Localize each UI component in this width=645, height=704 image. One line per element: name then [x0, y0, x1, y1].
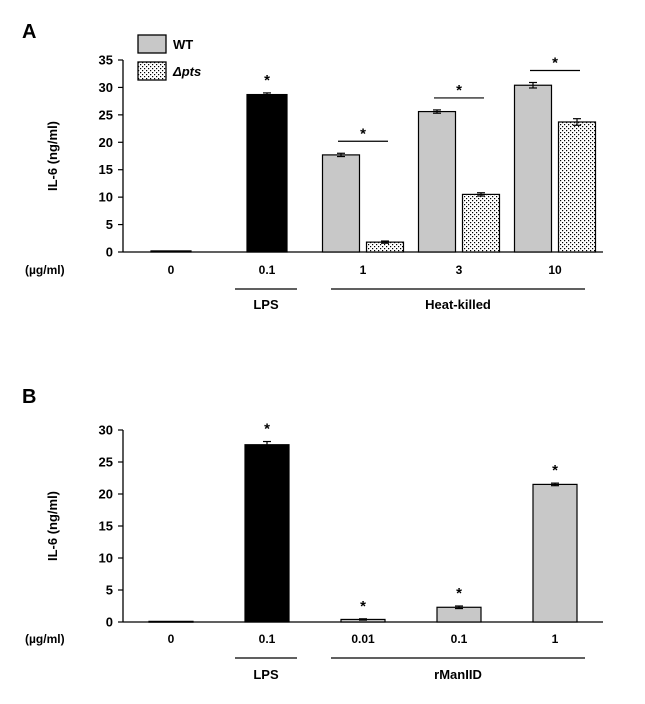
y-tick-label: 25: [99, 107, 113, 122]
panel-letter: A: [22, 21, 36, 43]
y-tick-label: 0: [106, 615, 113, 630]
significance-star: *: [360, 125, 366, 142]
y-tick-label: 15: [99, 519, 113, 534]
x-unit-label: (µg/ml): [25, 263, 65, 277]
bar: [532, 483, 578, 623]
legend: WT Δpts: [137, 34, 201, 81]
bar: [244, 444, 290, 623]
significance-star: *: [456, 82, 462, 99]
x-tick-label: 0: [168, 263, 175, 277]
legend-label-dpts: Δpts: [172, 64, 201, 79]
y-tick-label: 0: [106, 245, 113, 260]
x-tick-label: 1: [360, 263, 367, 277]
x-tick-label: 0: [168, 632, 175, 646]
bar: [557, 121, 597, 253]
group-label: Heat-killed: [425, 297, 491, 312]
x-tick-label: 0.01: [351, 632, 375, 646]
y-tick-label: 5: [106, 583, 113, 598]
y-tick-label: 20: [99, 135, 113, 150]
y-tick-label: 10: [99, 551, 113, 566]
y-axis-title: IL-6 (ng/ml): [45, 121, 60, 191]
bar: [150, 250, 192, 253]
group-label: LPS: [253, 297, 279, 312]
x-tick-label: 10: [548, 263, 562, 277]
y-tick-label: 25: [99, 455, 113, 470]
panel-b: B 0 5 10 15 20 25 30 IL-6 (ng/ml) (µg/ml) 0 0.1 0.01…: [22, 386, 603, 682]
y-tick-label: 15: [99, 162, 113, 177]
x-tick-label: 1: [552, 632, 559, 646]
significance-star: *: [552, 462, 558, 479]
x-tick-label: 0.1: [259, 263, 276, 277]
y-tick-label: 30: [99, 80, 113, 95]
y-tick-label: 10: [99, 190, 113, 205]
significance-star: *: [264, 72, 270, 89]
legend-label-wt: WT: [173, 37, 193, 52]
group-label: LPS: [253, 667, 279, 682]
bar: [148, 620, 194, 623]
legend-swatch-wt: [137, 34, 167, 54]
y-tick-label: 5: [106, 217, 113, 232]
y-axis-title: IL-6 (ng/ml): [45, 491, 60, 561]
x-tick-label: 3: [456, 263, 463, 277]
bar: [513, 84, 553, 253]
y-tick-label: 20: [99, 487, 113, 502]
significance-star: *: [360, 598, 366, 615]
bar: [461, 193, 501, 253]
legend-swatch-dpts: [137, 61, 167, 81]
x-tick-label: 0.1: [451, 632, 468, 646]
bar: [246, 93, 288, 253]
significance-star: *: [552, 54, 558, 71]
y-tick-label: 35: [99, 53, 113, 68]
panel-letter: B: [22, 386, 36, 408]
x-unit-label: (µg/ml): [25, 632, 65, 646]
x-tick-label: 0.1: [259, 632, 276, 646]
y-tick-label: 30: [99, 423, 113, 438]
bar: [417, 110, 457, 253]
group-label: rManIID: [434, 667, 482, 682]
panel-a: A 0 5 10 15 20 25 30 35 IL-6 (ng/ml) (µg/ml) 0 0.1 1 3…: [22, 21, 603, 312]
significance-star: *: [456, 585, 462, 602]
significance-star: *: [264, 421, 270, 438]
bar: [321, 154, 361, 253]
bar: [436, 606, 482, 623]
